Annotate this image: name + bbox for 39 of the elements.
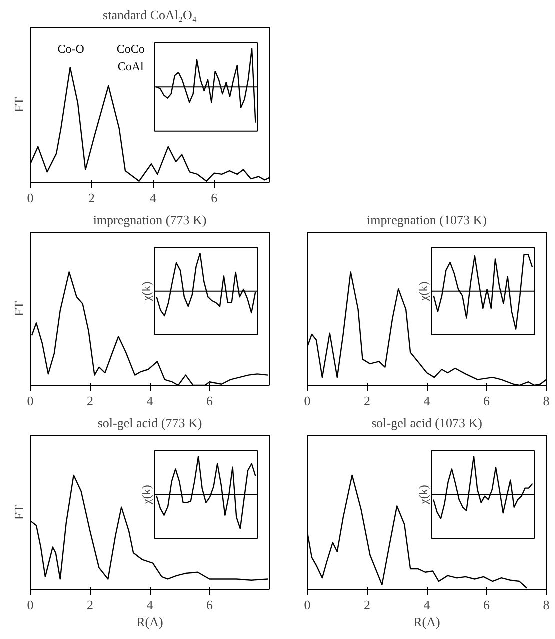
text: CoCo [116, 42, 145, 56]
chart-title: standard CoAl₂O₄ [103, 8, 198, 22]
y-axis-title: χ(k) [416, 282, 431, 302]
x-tick-label: 4 [424, 598, 431, 612]
y-axis-title: FT [12, 301, 26, 317]
x-tick-label: 6 [484, 394, 490, 408]
x-tick-label: 0 [27, 394, 34, 408]
x-tick-label: 8 [543, 598, 550, 612]
x-tick-label: 6 [206, 598, 214, 612]
text: Co-O [58, 42, 85, 56]
y-axis-title: χ(k) [140, 282, 154, 302]
x-tick-label: 8 [543, 394, 550, 408]
x-axis-title: R(A) [136, 614, 164, 630]
x-tick-label: 4 [150, 190, 157, 206]
x-tick-label: 2 [364, 598, 370, 612]
x-tick-label: 2 [88, 190, 96, 206]
chart-title: impregnation (1073 K) [367, 212, 487, 228]
x-tick-label: 0 [27, 190, 34, 206]
x-tick-label: 6 [484, 598, 490, 612]
chart-title: sol-gel acid (773 K) [98, 416, 202, 430]
x-tick-label: 4 [424, 394, 431, 408]
x-tick-label: 2 [87, 394, 94, 408]
x-tick-label: 0 [304, 598, 311, 612]
x-tick-label: 0 [304, 394, 311, 408]
y-axis-title: χ(k) [416, 485, 431, 506]
x-tick-label: 4 [146, 394, 154, 408]
y-axis-title: FT [12, 504, 26, 520]
y-axis-title: FT [12, 97, 26, 113]
x-tick-label: 2 [364, 394, 370, 408]
annotation: CoAl [118, 59, 145, 74]
x-axis-title: R(A) [414, 614, 440, 630]
chart-title: sol-gel acid (1073 K) [372, 416, 482, 430]
x-tick-label: 0 [27, 598, 34, 612]
chart-title: impregnation (773 K) [93, 212, 207, 228]
x-tick-label: 4 [146, 598, 154, 612]
y-axis-title: χ(k) [140, 485, 154, 506]
x-tick-label: 2 [87, 598, 94, 612]
x-tick-label: 6 [206, 394, 214, 408]
x-tick-label: 6 [211, 190, 218, 206]
